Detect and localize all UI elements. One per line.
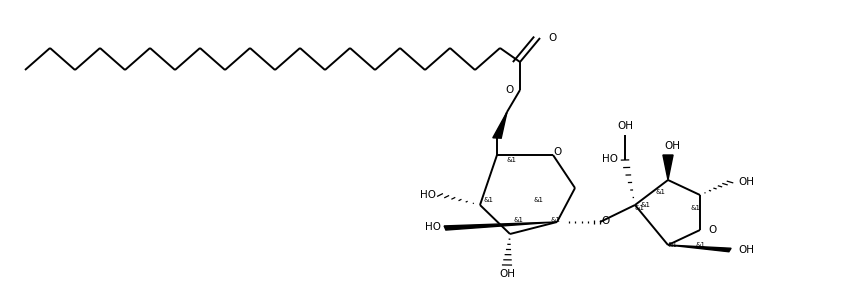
Text: &1: &1 — [533, 197, 543, 203]
Text: HO: HO — [420, 190, 436, 200]
Text: O: O — [708, 225, 717, 235]
Text: OH: OH — [739, 177, 755, 187]
Text: &1: &1 — [690, 205, 700, 211]
Text: &1: &1 — [695, 242, 705, 248]
Text: &1: &1 — [506, 157, 516, 163]
Text: OH: OH — [617, 121, 633, 132]
Text: &1: &1 — [655, 189, 665, 195]
Text: &1: &1 — [640, 202, 650, 208]
Polygon shape — [444, 222, 557, 230]
Text: O: O — [553, 147, 562, 157]
Polygon shape — [668, 245, 731, 252]
Text: O: O — [548, 33, 557, 43]
Text: O: O — [602, 216, 610, 225]
Text: &1: &1 — [667, 242, 677, 248]
Text: &1: &1 — [550, 217, 560, 223]
Text: HO: HO — [425, 222, 441, 231]
Text: &1: &1 — [634, 205, 645, 211]
Text: OH: OH — [499, 269, 515, 279]
Text: O: O — [505, 85, 514, 95]
Text: OH: OH — [664, 141, 680, 151]
Text: OH: OH — [739, 245, 755, 255]
Text: &1: &1 — [483, 197, 493, 203]
Polygon shape — [493, 112, 507, 138]
Text: &1: &1 — [513, 217, 523, 223]
Polygon shape — [663, 155, 673, 180]
Text: HO: HO — [602, 153, 618, 164]
